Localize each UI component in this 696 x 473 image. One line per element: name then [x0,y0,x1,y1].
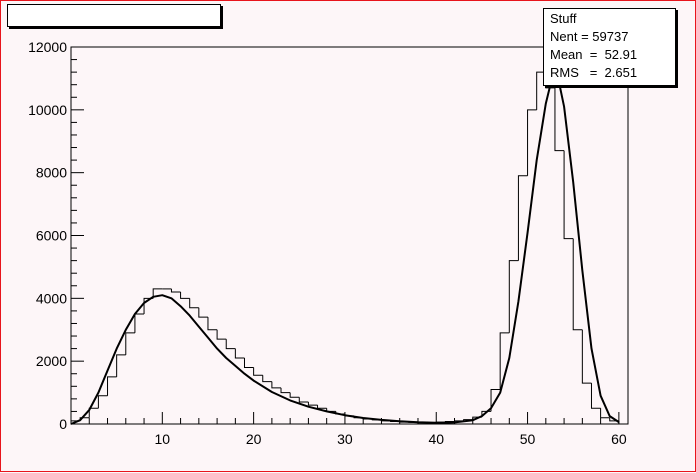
stats-label: RMS [550,65,579,80]
plot-frame [71,47,628,424]
histogram-bin [263,375,272,381]
histogram-bin [318,405,327,408]
y-tick-label: 10000 [28,102,67,118]
x-tick-label: 30 [337,431,353,447]
histogram-bin [254,367,263,375]
histogram-bin [199,308,208,317]
histogram-bin [171,289,180,292]
y-tick-label: 0 [59,416,67,432]
stats-label: Mean [550,47,583,62]
histogram-bin [117,355,126,377]
histogram-bin [235,349,244,358]
histogram-bin [290,393,299,398]
histogram-bin [208,317,217,330]
stats-value: 59737 [592,29,628,44]
x-tick-label: 50 [520,431,536,447]
histogram-bin [89,408,98,417]
fit-curve [71,78,619,424]
stats-legend-box: Stuff Nent = 59737 Mean = 52.91 RMS = 2.… [543,8,676,86]
x-tick-label: 40 [428,431,444,447]
y-tick-label: 8000 [36,165,67,181]
stats-value: 52.91 [605,47,638,62]
histogram-bin [126,333,135,355]
stats-entry-rms: RMS = 2.651 [550,64,675,82]
y-tick-label: 4000 [36,290,67,306]
stats-label: Nent [550,29,577,44]
histogram-bin [281,388,290,393]
histogram-bin [619,421,628,424]
histogram-bin [509,261,518,333]
histogram-bin [299,397,308,402]
stats-entry-nent: Nent = 59737 [550,28,675,46]
y-tick-label: 6000 [36,228,67,244]
histogram-bin [244,358,253,367]
x-tick-label: 60 [611,431,627,447]
stats-title: Stuff [550,10,675,28]
histogram-bin [98,396,107,409]
histogram-bin [308,402,317,405]
stats-value: 2.651 [605,65,638,80]
histogram-bin [272,382,281,388]
histogram-bin [181,292,190,298]
y-tick-label: 2000 [36,353,67,369]
histogram-bin [217,330,226,339]
stats-entry-mean: Mean = 52.91 [550,46,675,64]
y-tick-label: 12000 [28,39,67,55]
x-tick-label: 20 [246,431,262,447]
histogram-bin [226,339,235,348]
histogram-bin [108,377,117,396]
x-tick-label: 10 [155,431,171,447]
histogram-bin [135,314,144,333]
histogram-bin [190,298,199,307]
